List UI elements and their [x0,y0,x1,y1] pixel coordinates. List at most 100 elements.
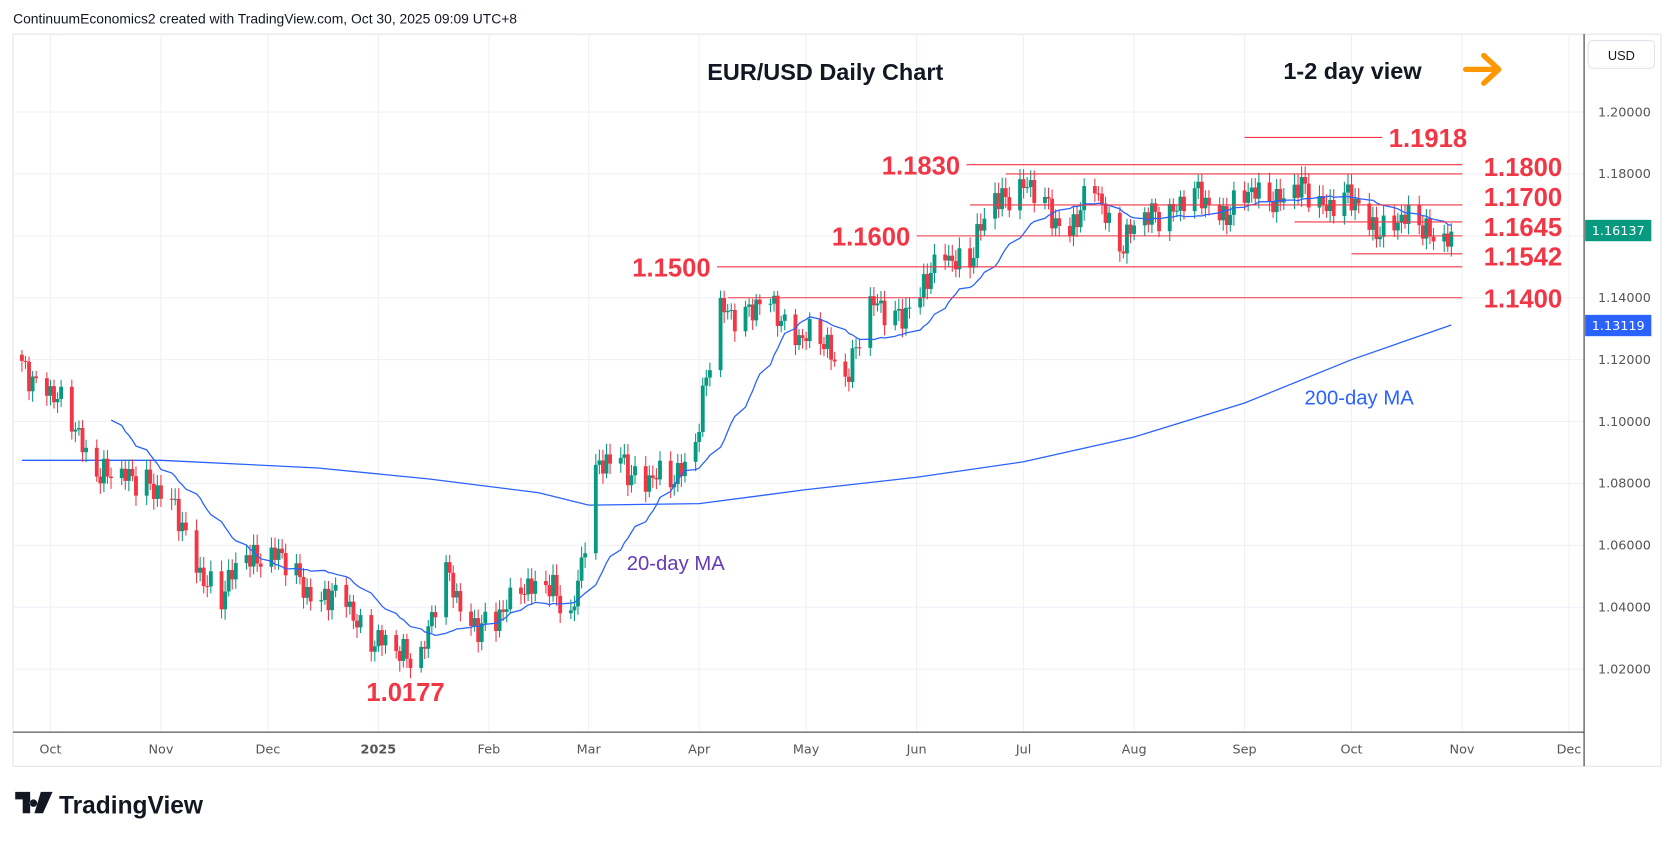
candle-body [447,562,452,573]
candle [968,237,973,279]
candle-body [1075,214,1079,228]
ma200-badge: 1.13119 [1585,314,1652,337]
candle-body [1203,197,1208,209]
candle [27,356,31,401]
time-tick-label: Jul [1015,742,1031,757]
candle-body [180,522,185,532]
candle [59,379,64,407]
time-tick-label: Aug [1122,742,1147,757]
candle-body [772,295,776,304]
candle [1278,178,1283,211]
candle [283,543,288,586]
candle [572,595,577,622]
candle [797,329,801,351]
candle [529,568,534,605]
level-label: 1.1918 [1389,125,1467,153]
candle-body [1328,199,1333,212]
candle-body [508,587,513,610]
time-tick-label: Feb [478,742,501,757]
candle-body [597,460,602,465]
ma200-polyline [21,324,1452,506]
price-axis[interactable]: 1.20000 1.18000 1.14000 1.12000 1.10000 1.080… [1598,105,1651,677]
level-label: 1.1700 [1484,184,1562,212]
candle [1107,206,1112,232]
candle-body [476,618,481,642]
candle-body [101,458,106,484]
candle-body [479,623,484,642]
candle-body [757,299,762,305]
candle-body [469,611,473,626]
candle-body [501,609,506,612]
candle-body [308,587,313,602]
candle-body [793,314,798,346]
candle [1207,190,1211,216]
level-1-1918: 1.1918 [1244,125,1467,153]
candle-body [1067,225,1072,237]
candle [301,568,306,609]
currency-button[interactable] [1587,40,1656,69]
candle-body [718,297,723,371]
candle-body [1246,192,1251,203]
candle-body [704,377,709,386]
candle-body [269,547,274,567]
candle-body [1053,218,1058,229]
candle [109,467,113,489]
candle [743,300,748,337]
candle-body [1224,206,1229,226]
candle [547,574,552,607]
level-1-1400: 1.1400 [727,285,1562,313]
candle-body [629,475,634,486]
candle-body [683,461,687,477]
candle-body [298,563,302,578]
candle [1000,177,1005,217]
candle-body [451,572,456,598]
candle [358,608,363,634]
candle [1228,206,1233,232]
candle [155,475,160,507]
candle [101,450,106,493]
candle [344,577,349,618]
candle [80,420,85,462]
candle-body [55,398,60,403]
candle [854,338,858,360]
candle-body [401,639,406,661]
candle-body [183,522,188,531]
candle [1157,206,1161,238]
candle [1043,187,1047,210]
candle-body [1021,179,1026,189]
candle-body [882,300,887,326]
candle [907,297,912,319]
candle-body [1271,201,1276,213]
candle-body [533,581,538,594]
candle-body [519,587,523,594]
candle-body [904,307,908,329]
candle-body [1228,214,1233,226]
candle [1128,219,1133,244]
candle-body [1417,205,1422,226]
time-axis[interactable]: Oct Nov Dec 2025 Feb Mar Apr May Jun Jul Aug Sep Oct… [39,742,1581,757]
candle [194,519,199,584]
candle [1121,245,1126,259]
candle [750,298,755,330]
candle-body [258,563,263,567]
candle [483,602,488,631]
candle [658,451,662,486]
candle-body [1356,198,1361,204]
time-tick-label: 2025 [361,742,397,757]
candle [84,439,88,463]
candle-body [754,299,759,321]
candle-body [1018,179,1022,211]
candle-body [472,618,477,626]
candle-body [568,610,573,614]
candle [429,605,434,633]
candle-body [301,577,306,598]
candle [747,298,752,317]
candle [469,603,473,636]
candle-body [372,646,377,652]
time-tick-label: Dec [1557,742,1582,757]
candle-body [625,454,630,486]
candle [1242,181,1247,211]
level-label: 1.1600 [832,223,910,251]
candle [871,287,876,317]
